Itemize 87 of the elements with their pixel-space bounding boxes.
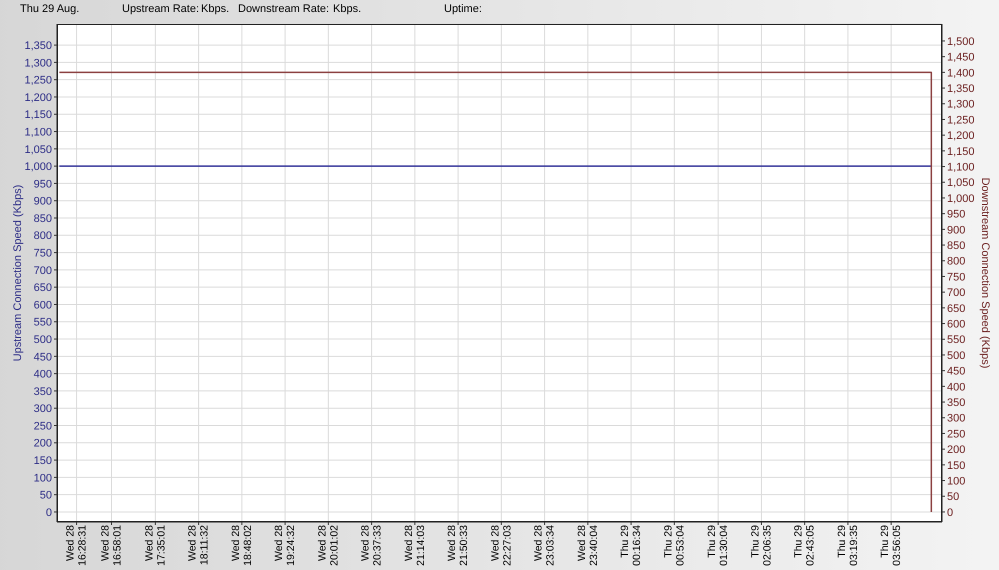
text: Downstream Rate: xyxy=(238,2,330,16)
x-tick-label: Wed 28 20:01:02 xyxy=(316,524,340,566)
y-tick-label: 0 xyxy=(46,506,52,519)
y-tick-label: 1,350 xyxy=(24,40,52,52)
y2-tick-label: 50 xyxy=(947,491,960,504)
x-tick-label: Wed 28 23:03:34 xyxy=(532,524,557,566)
y-tick-label: 750 xyxy=(34,248,52,260)
y-tick-label: 650 xyxy=(34,282,52,294)
y2-tick-label: 1,200 xyxy=(947,130,975,142)
y2-tick-label: 250 xyxy=(947,428,966,440)
y2-tick-label: 1,350 xyxy=(947,82,975,95)
y-tick-label: 1,100 xyxy=(24,126,52,138)
x-tick-label: Wed 28 17:35:01 xyxy=(143,524,168,566)
y2-tick-label: 1,150 xyxy=(947,146,975,158)
y2-tick-label: 1,450 xyxy=(947,52,975,64)
y2-tick-label: 200 xyxy=(947,444,966,456)
y2-tick-label: 0 xyxy=(947,506,954,519)
text: Uptime: xyxy=(444,2,482,16)
text: Kbps. xyxy=(333,2,362,16)
y-tick-label: 50 xyxy=(40,490,52,502)
x-tick-label: Wed 28 21:14:03 xyxy=(402,524,427,566)
x-tick-label: Wed 28 16:58:01 xyxy=(100,524,124,566)
y2-axis-title: Downstream Connection Speed (Kbps) xyxy=(979,178,991,368)
y2-tick-label: 1,000 xyxy=(947,192,975,205)
x-tick-label: Wed 28 19:24:32 xyxy=(273,524,298,566)
y2-tick-label: 1,100 xyxy=(947,161,975,174)
y-tick-label: 900 xyxy=(34,196,52,208)
y-tick-label: 400 xyxy=(34,368,52,381)
y2-tick-label: 400 xyxy=(947,381,966,394)
x-tick-label: Thu 29 03:19:35 xyxy=(836,524,860,566)
y-tick-label: 700 xyxy=(34,264,52,277)
y2-tick-label: 450 xyxy=(947,366,966,378)
y-tick-label: 850 xyxy=(34,212,52,225)
y2-tick-label: 1,500 xyxy=(947,36,975,48)
y2-tick-label: 1,400 xyxy=(947,67,975,80)
y-tick-label: 200 xyxy=(34,438,52,450)
y-tick-label: 450 xyxy=(34,351,52,364)
y2-tick-label: 1,050 xyxy=(947,177,975,190)
text: Kbps. xyxy=(201,2,230,16)
y2-tick-label: 150 xyxy=(947,460,966,472)
x-tick-label: Wed 28 21:50:33 xyxy=(446,524,470,566)
x-tick-label: Wed 28 23:40:04 xyxy=(576,524,600,566)
y-tick-label: 1,000 xyxy=(24,161,52,174)
y2-tick-label: 900 xyxy=(947,224,966,236)
x-tick-label: Wed 28 22:27:03 xyxy=(489,524,514,566)
text: Upstream Rate: xyxy=(122,2,200,16)
y2-tick-label: 700 xyxy=(947,287,966,300)
y2-tick-label: 1,250 xyxy=(947,114,975,126)
y2-tick-label: 850 xyxy=(947,240,966,252)
y2-tick-label: 1,300 xyxy=(947,98,975,111)
y2-tick-label: 600 xyxy=(947,318,966,330)
x-tick-label: Thu 29 02:06:35 xyxy=(749,524,774,566)
y-tick-label: 100 xyxy=(34,472,52,484)
y-tick-label: 550 xyxy=(34,316,52,329)
y-tick-label: 300 xyxy=(34,403,52,416)
x-tick-label: Thu 29 01:30:04 xyxy=(706,524,730,566)
y-tick-label: 150 xyxy=(34,455,52,467)
y-tick-label: 950 xyxy=(34,178,52,190)
y-tick-label: 600 xyxy=(34,299,52,312)
y2-tick-label: 550 xyxy=(947,334,966,346)
y-tick-label: 350 xyxy=(34,386,52,398)
y-tick-label: 250 xyxy=(34,420,52,432)
y-tick-label: 1,250 xyxy=(24,74,52,87)
x-tick-label: Thu 29 03:56:05 xyxy=(879,524,904,566)
y-tick-label: 1,200 xyxy=(24,92,52,104)
x-tick-label: Thu 29 00:53:04 xyxy=(662,524,686,566)
text: Thu 29 Aug. xyxy=(20,2,80,16)
y-tick-label: 1,300 xyxy=(24,57,52,70)
y2-tick-label: 800 xyxy=(947,256,966,268)
x-tick-label: Wed 28 16:28:31 xyxy=(64,524,89,566)
y2-tick-label: 650 xyxy=(947,302,966,315)
x-tick-label: Wed 28 20:37:33 xyxy=(360,524,384,566)
y2-tick-label: 350 xyxy=(947,396,966,409)
y2-tick-label: 300 xyxy=(947,412,966,425)
y-axis-title: Upstream Connection Speed (Kbps) xyxy=(12,184,24,362)
y-tick-label: 1,150 xyxy=(24,109,52,122)
y-tick-label: 1,050 xyxy=(24,144,52,156)
x-tick-label: Thu 29 02:43:05 xyxy=(792,524,817,566)
x-tick-label: Thu 29 00:16:34 xyxy=(619,524,644,566)
y2-tick-label: 100 xyxy=(947,475,966,488)
y2-tick-label: 950 xyxy=(947,208,966,221)
x-tick-label: Wed 28 18:11:32 xyxy=(186,524,211,566)
x-tick-label: Wed 28 18:48:02 xyxy=(230,524,254,566)
y2-tick-label: 500 xyxy=(947,350,966,362)
y2-tick-label: 750 xyxy=(947,271,966,284)
y-tick-label: 800 xyxy=(34,230,52,242)
y-tick-label: 500 xyxy=(34,334,52,346)
